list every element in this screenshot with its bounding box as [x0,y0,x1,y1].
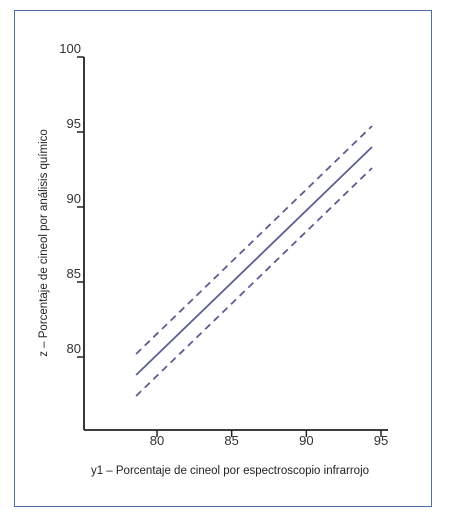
axes [83,57,388,431]
series-layer [135,125,373,397]
x-axis-title: y1 – Porcentaje de cineol por espectrosc… [91,465,369,477]
y-axis-title: z – Porcentaje de cineol por análisis qu… [38,129,50,357]
lower-bound-line [135,167,373,397]
y-tick-label: 95 [67,116,81,131]
ticks: 80 85 90 95 80 85 90 95 100 [59,41,388,448]
y-tick-label: 85 [67,266,81,281]
x-tick-label: 80 [150,433,164,448]
fitted-line [135,146,373,376]
upper-bound-line [135,125,373,355]
y-tick-label: 100 [59,41,81,56]
y-tick-label: 90 [67,191,81,206]
x-tick-label: 95 [374,433,388,448]
x-tick-label: 90 [299,433,313,448]
y-tick-label: 80 [67,341,81,356]
x-tick-label: 85 [224,433,238,448]
